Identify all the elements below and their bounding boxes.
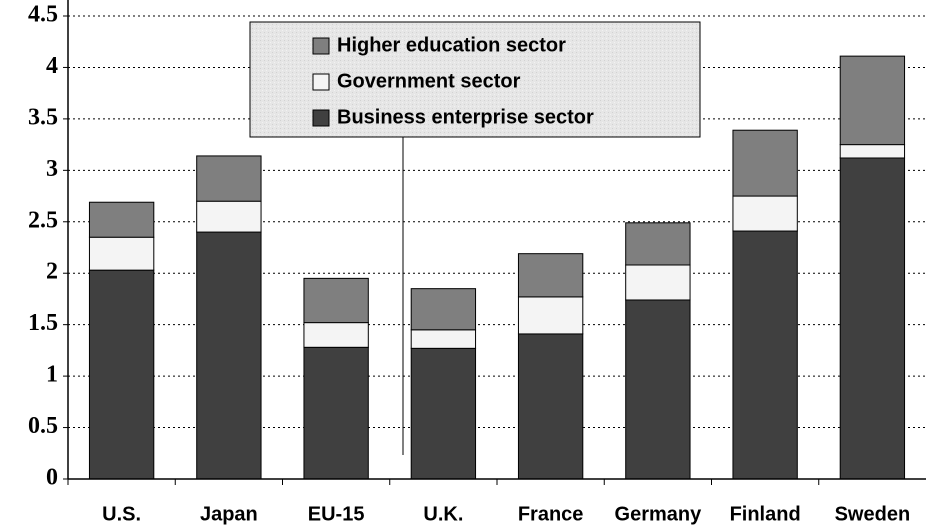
- axes: 0 0.5 1 1.5 2 2.5 3 3.5 4 4.5 U.S. Japan EU-15 U.K. Fr…: [28, 0, 926, 525]
- bar-segment: [732, 129, 798, 197]
- bar-segment: [303, 322, 369, 348]
- bar-segment: [410, 288, 477, 331]
- y-tick-label: 1: [46, 362, 58, 388]
- bar-segment: [196, 231, 262, 480]
- x-tick-label: Japan: [200, 503, 258, 525]
- bar-segment: [839, 55, 906, 146]
- legend-label: Government sector: [337, 70, 521, 92]
- y-tick-label: 4.5: [28, 2, 58, 28]
- bar-segment: [196, 155, 262, 202]
- x-tick-label: U.S.: [102, 503, 141, 525]
- bar-segment: [410, 329, 477, 349]
- y-tick-label: 0: [46, 465, 58, 491]
- y-tick-label: 3.5: [28, 104, 58, 130]
- bars: [88, 55, 906, 480]
- legend-swatch: [312, 109, 330, 127]
- x-tick-label: Germany: [615, 503, 703, 525]
- bar-segment: [625, 222, 691, 266]
- x-tick-label: EU-15: [308, 503, 365, 525]
- legend-swatch: [312, 73, 330, 91]
- x-tick-label: U.K.: [423, 503, 463, 525]
- bar-segment: [88, 269, 155, 480]
- bar-segment: [88, 201, 155, 238]
- bar-segment: [303, 346, 369, 480]
- bar-segment: [88, 236, 155, 271]
- y-tick-label: 2.5: [28, 207, 58, 233]
- bar-segment: [410, 347, 477, 480]
- x-tick-label: France: [518, 503, 584, 525]
- bar-segment: [625, 299, 691, 480]
- legend: Higher education sector Government sector…: [249, 21, 701, 138]
- bar-segment: [839, 157, 906, 480]
- bar-segment: [517, 296, 584, 335]
- legend-swatch: [312, 37, 330, 55]
- bar-segment: [196, 200, 262, 233]
- legend-label: Higher education sector: [337, 34, 566, 56]
- y-tick-label: 0.5: [28, 413, 58, 439]
- y-tick-label: 2: [46, 259, 58, 285]
- bar-segment: [517, 253, 584, 298]
- bar-segment: [517, 333, 584, 480]
- x-tick-label: Finland: [730, 503, 801, 525]
- bar-segment: [839, 144, 906, 159]
- bar-segment: [732, 195, 798, 232]
- legend-label: Business enterprise sector: [337, 106, 594, 128]
- bar-segment: [732, 230, 798, 480]
- y-tick-label: 4: [46, 53, 58, 79]
- bar-segment: [303, 277, 369, 324]
- y-tick-label: 1.5: [28, 310, 58, 336]
- y-tick-label: 3: [46, 156, 58, 182]
- bar-segment: [625, 264, 691, 301]
- x-tick-label: Sweden: [835, 503, 911, 525]
